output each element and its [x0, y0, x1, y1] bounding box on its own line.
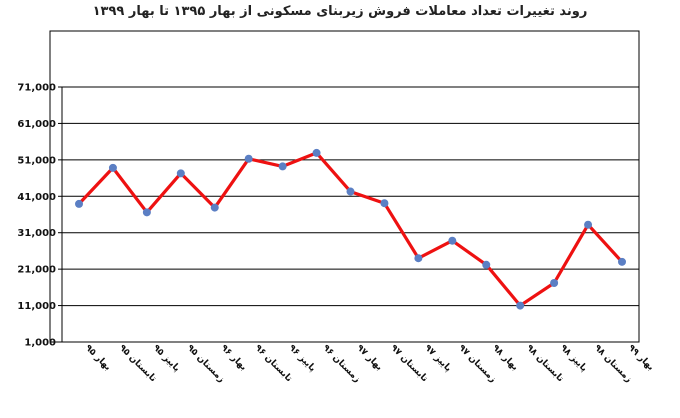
series-layer	[75, 148, 626, 310]
data-point	[75, 199, 83, 208]
data-point	[108, 163, 117, 172]
x-tick-label: بهار ۹۸	[490, 343, 520, 373]
data-point	[618, 257, 626, 266]
x-tick-label: بهار ۹۷	[354, 343, 384, 373]
data-point	[142, 208, 151, 217]
x-tick-label: پاییز ۹۶	[287, 343, 318, 374]
y-tick-label: 11,000	[17, 301, 56, 312]
data-point	[176, 169, 185, 178]
data-point	[278, 162, 287, 171]
x-tick-label: پاییز ۹۸	[558, 343, 589, 374]
data-point	[482, 260, 491, 269]
data-point	[346, 187, 355, 196]
y-tick-label: 41,000	[17, 192, 56, 203]
data-point	[550, 278, 559, 287]
data-point	[516, 301, 525, 310]
chart-title: روند تغییرات تعداد معاملات فروش زیربنای …	[92, 4, 588, 19]
data-point	[414, 254, 423, 263]
x-tick-label: بهار ۹۵	[83, 343, 113, 373]
y-tick-label: 71,000	[17, 83, 56, 94]
data-point	[380, 199, 389, 208]
grid-layer	[58, 86, 639, 343]
x-tick-label: پاییز ۹۵	[151, 343, 182, 374]
data-point	[210, 203, 219, 212]
data-point	[448, 236, 457, 245]
y-tick-label: 21,000	[17, 265, 56, 276]
x-tick-label: بهار ۹۹	[626, 343, 656, 373]
y-axis: 1,000 11,000 21,000 31,000 41,000 51,000 61,00…	[17, 83, 56, 349]
y-tick-label: 61,000	[17, 119, 56, 130]
y-tick-label: 31,000	[17, 228, 56, 239]
data-point	[312, 148, 321, 157]
y-tick-label: 1,000	[24, 338, 56, 349]
data-point	[584, 220, 593, 229]
data-point	[244, 154, 253, 163]
y-tick-label: 51,000	[17, 155, 56, 166]
x-tick-label: پاییز ۹۷	[422, 343, 453, 374]
x-tick-label: بهار ۹۶	[219, 343, 249, 373]
series-line	[77, 151, 624, 308]
